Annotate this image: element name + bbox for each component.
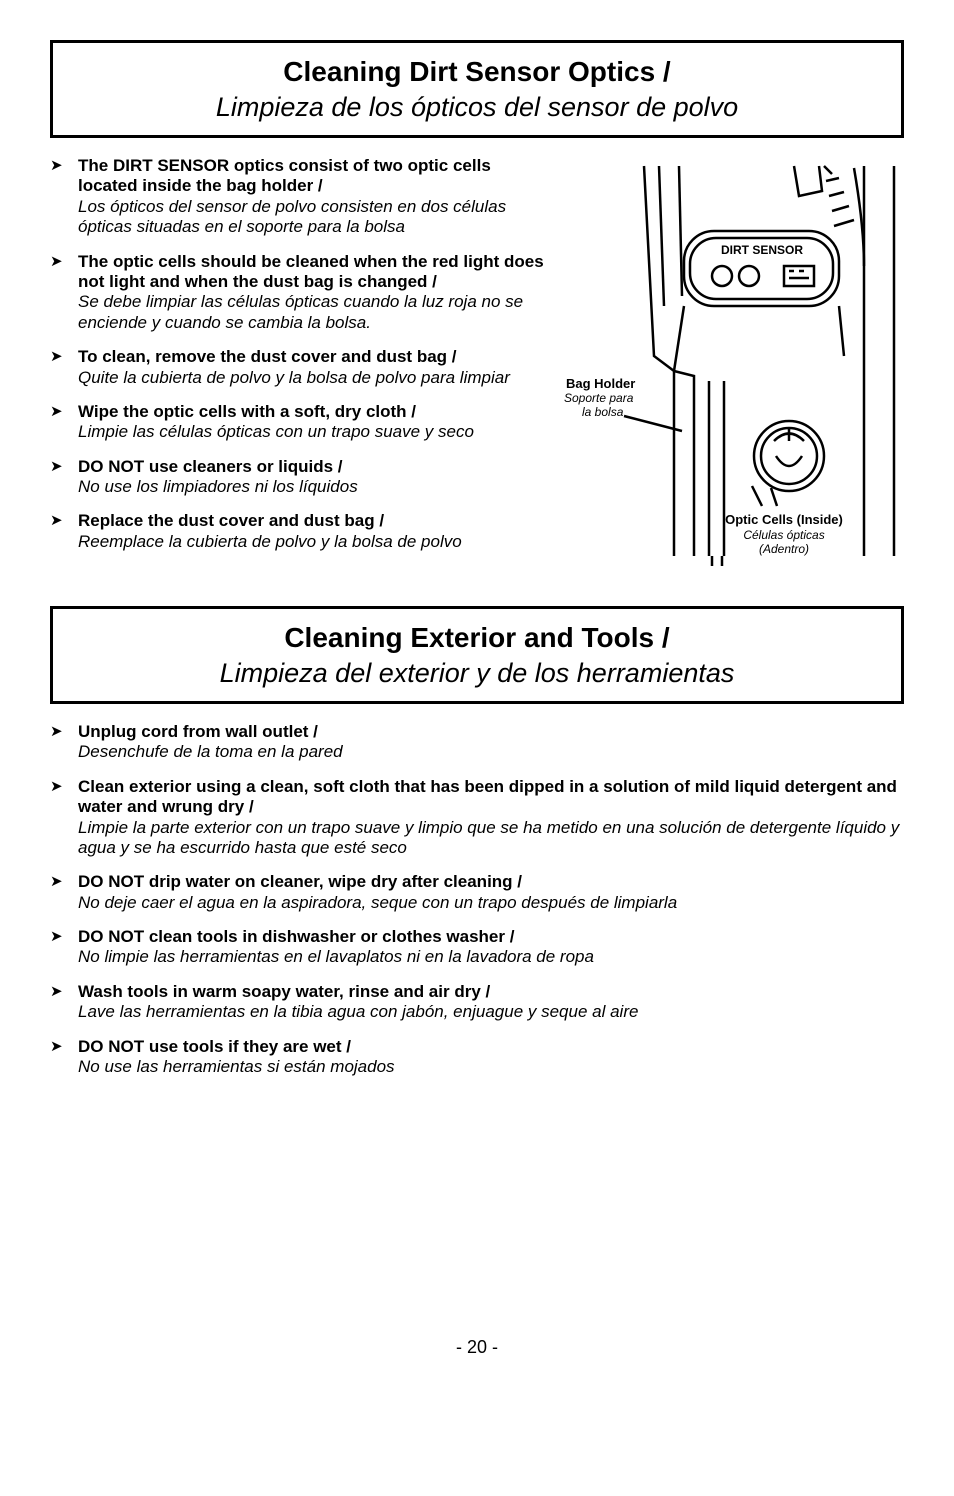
list-item: DO NOT drip water on cleaner, wipe dry a… bbox=[50, 872, 904, 913]
section2-title-en: Cleaning Exterior and Tools / bbox=[73, 621, 881, 655]
item-es: Quite la cubierta de polvo y la bolsa de… bbox=[78, 368, 554, 388]
section1-list: The DIRT SENSOR optics consist of two op… bbox=[50, 156, 554, 552]
item-en: The DIRT SENSOR optics consist of two op… bbox=[78, 156, 554, 197]
item-en: DO NOT use tools if they are wet / bbox=[78, 1037, 904, 1057]
list-item: DO NOT use tools if they are wet / No us… bbox=[50, 1037, 904, 1078]
item-es: Los ópticos del sensor de polvo consiste… bbox=[78, 197, 554, 238]
item-es: Limpie la parte exterior con un trapo su… bbox=[78, 818, 904, 859]
item-en: DO NOT clean tools in dishwasher or clot… bbox=[78, 927, 904, 947]
optic-cells-label-es1: Células ópticas bbox=[743, 528, 824, 542]
bag-holder-label-es2: la bolsa bbox=[582, 405, 624, 419]
section1-title-en: Cleaning Dirt Sensor Optics / bbox=[73, 55, 881, 89]
item-es: Se debe limpiar las células ópticas cuan… bbox=[78, 292, 554, 333]
item-en: DO NOT drip water on cleaner, wipe dry a… bbox=[78, 872, 904, 892]
section2-title-box: Cleaning Exterior and Tools / Limpieza d… bbox=[50, 606, 904, 704]
section2-list: Unplug cord from wall outlet / Desenchuf… bbox=[50, 722, 904, 1077]
section2-title-es: Limpieza del exterior y de los herramien… bbox=[73, 657, 881, 689]
item-es: No use las herramientas si están mojados bbox=[78, 1057, 904, 1077]
section1-figure: DIRT SENSOR Bag Holder Soporte para la b… bbox=[564, 156, 904, 576]
list-item: Clean exterior using a clean, soft cloth… bbox=[50, 777, 904, 859]
vacuum-diagram: DIRT SENSOR Bag Holder Soporte para la b… bbox=[564, 156, 904, 576]
page-number: - 20 - bbox=[50, 1337, 904, 1359]
list-item: Wipe the optic cells with a soft, dry cl… bbox=[50, 402, 554, 443]
item-en: Replace the dust cover and dust bag / bbox=[78, 511, 554, 531]
item-en: Unplug cord from wall outlet / bbox=[78, 722, 904, 742]
item-es: Lave las herramientas en la tibia agua c… bbox=[78, 1002, 904, 1022]
item-es: Reemplace la cubierta de polvo y la bols… bbox=[78, 532, 554, 552]
item-en: Clean exterior using a clean, soft cloth… bbox=[78, 777, 904, 818]
item-es: No use los limpiadores ni los líquidos bbox=[78, 477, 554, 497]
item-es: No deje caer el agua en la aspiradora, s… bbox=[78, 893, 904, 913]
item-en: DO NOT use cleaners or liquids / bbox=[78, 457, 554, 477]
section1-text-col: The DIRT SENSOR optics consist of two op… bbox=[50, 156, 554, 576]
bag-holder-label-en: Bag Holder bbox=[566, 376, 635, 391]
bag-holder-label-es1: Soporte para bbox=[564, 391, 634, 405]
list-item: Replace the dust cover and dust bag / Re… bbox=[50, 511, 554, 552]
section1-title-es: Limpieza de los ópticos del sensor de po… bbox=[73, 91, 881, 123]
item-es: No limpie las herramientas en el lavapla… bbox=[78, 947, 904, 967]
item-en: Wash tools in warm soapy water, rinse an… bbox=[78, 982, 904, 1002]
item-en: To clean, remove the dust cover and dust… bbox=[78, 347, 554, 367]
item-en: Wipe the optic cells with a soft, dry cl… bbox=[78, 402, 554, 422]
list-item: The DIRT SENSOR optics consist of two op… bbox=[50, 156, 554, 238]
list-item: Unplug cord from wall outlet / Desenchuf… bbox=[50, 722, 904, 763]
optic-cells-label-en: Optic Cells (Inside) bbox=[725, 512, 843, 527]
optic-cells-label-es2: (Adentro) bbox=[759, 542, 809, 556]
item-es: Limpie las células ópticas con un trapo … bbox=[78, 422, 554, 442]
section1-content: The DIRT SENSOR optics consist of two op… bbox=[50, 156, 904, 576]
list-item: DO NOT use cleaners or liquids / No use … bbox=[50, 457, 554, 498]
list-item: Wash tools in warm soapy water, rinse an… bbox=[50, 982, 904, 1023]
item-es: Desenchufe de la toma en la pared bbox=[78, 742, 904, 762]
item-en: The optic cells should be cleaned when t… bbox=[78, 252, 554, 293]
list-item: DO NOT clean tools in dishwasher or clot… bbox=[50, 927, 904, 968]
list-item: The optic cells should be cleaned when t… bbox=[50, 252, 554, 334]
section1-title-box: Cleaning Dirt Sensor Optics / Limpieza d… bbox=[50, 40, 904, 138]
list-item: To clean, remove the dust cover and dust… bbox=[50, 347, 554, 388]
dirt-sensor-label: DIRT SENSOR bbox=[721, 243, 803, 257]
section-exterior-tools: Cleaning Exterior and Tools / Limpieza d… bbox=[50, 606, 904, 1077]
section-dirt-sensor: Cleaning Dirt Sensor Optics / Limpieza d… bbox=[50, 40, 904, 576]
